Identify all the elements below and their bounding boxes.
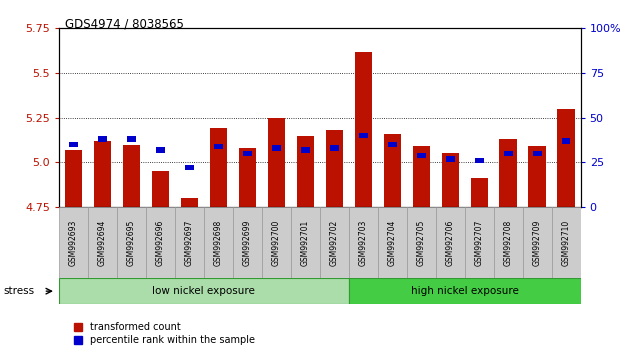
Text: GSM992700: GSM992700 — [272, 219, 281, 266]
Bar — [533, 151, 542, 156]
Bar — [412, 146, 430, 207]
Text: GSM992698: GSM992698 — [214, 219, 223, 266]
Bar — [320, 207, 349, 278]
Bar — [210, 129, 227, 207]
Bar — [436, 207, 465, 278]
Bar — [562, 138, 571, 144]
Text: GSM992697: GSM992697 — [185, 219, 194, 266]
Bar — [528, 146, 546, 207]
Text: GSM992703: GSM992703 — [359, 219, 368, 266]
Bar — [185, 165, 194, 170]
Bar — [65, 150, 82, 207]
Bar — [499, 139, 517, 207]
Bar — [59, 207, 88, 278]
Bar — [355, 52, 372, 207]
Bar — [268, 118, 285, 207]
Bar — [417, 153, 425, 158]
Bar — [123, 144, 140, 207]
Bar — [297, 136, 314, 207]
Bar — [349, 278, 581, 304]
Text: GSM992707: GSM992707 — [474, 219, 484, 266]
Bar — [69, 142, 78, 147]
Text: GSM992708: GSM992708 — [504, 219, 513, 266]
Text: GDS4974 / 8038565: GDS4974 / 8038565 — [65, 18, 184, 31]
Text: GSM992693: GSM992693 — [69, 219, 78, 266]
Bar — [407, 207, 436, 278]
Text: GSM992709: GSM992709 — [533, 219, 542, 266]
Text: GSM992706: GSM992706 — [446, 219, 455, 266]
Bar — [117, 207, 146, 278]
Bar — [349, 207, 378, 278]
Text: GSM992705: GSM992705 — [417, 219, 426, 266]
Bar — [291, 207, 320, 278]
Text: GSM992704: GSM992704 — [388, 219, 397, 266]
Bar — [181, 198, 198, 207]
Text: high nickel exposure: high nickel exposure — [410, 286, 519, 296]
Bar — [465, 207, 494, 278]
Bar — [523, 207, 551, 278]
Bar — [551, 207, 581, 278]
Bar — [152, 171, 169, 207]
Bar — [359, 133, 368, 138]
Bar — [388, 142, 397, 147]
Text: low nickel exposure: low nickel exposure — [153, 286, 255, 296]
Bar — [127, 137, 136, 142]
Bar — [262, 207, 291, 278]
Text: GSM992710: GSM992710 — [561, 219, 571, 266]
Text: GSM992696: GSM992696 — [156, 219, 165, 266]
Bar — [238, 148, 256, 207]
Bar — [494, 207, 523, 278]
Bar — [558, 109, 575, 207]
Bar — [204, 207, 233, 278]
Bar — [98, 137, 107, 142]
Bar — [384, 134, 401, 207]
Bar — [301, 147, 310, 153]
Bar — [475, 158, 484, 163]
Bar — [175, 207, 204, 278]
Bar — [325, 130, 343, 207]
Bar — [504, 151, 512, 156]
Bar — [442, 154, 459, 207]
Text: GSM992699: GSM992699 — [243, 219, 252, 266]
Text: GSM992695: GSM992695 — [127, 219, 136, 266]
Bar — [243, 151, 252, 156]
Bar — [156, 147, 165, 153]
Bar — [233, 207, 262, 278]
Bar — [446, 156, 455, 161]
Text: GSM992702: GSM992702 — [330, 219, 339, 266]
Bar — [88, 207, 117, 278]
Text: GSM992701: GSM992701 — [301, 219, 310, 266]
Bar — [471, 178, 488, 207]
Bar — [94, 141, 111, 207]
Text: GSM992694: GSM992694 — [98, 219, 107, 266]
Bar — [378, 207, 407, 278]
Bar — [146, 207, 175, 278]
Text: stress: stress — [3, 286, 34, 296]
Bar — [214, 144, 223, 149]
Bar — [330, 145, 338, 151]
Bar — [272, 145, 281, 151]
Bar — [59, 278, 349, 304]
Legend: transformed count, percentile rank within the sample: transformed count, percentile rank withi… — [70, 319, 258, 349]
